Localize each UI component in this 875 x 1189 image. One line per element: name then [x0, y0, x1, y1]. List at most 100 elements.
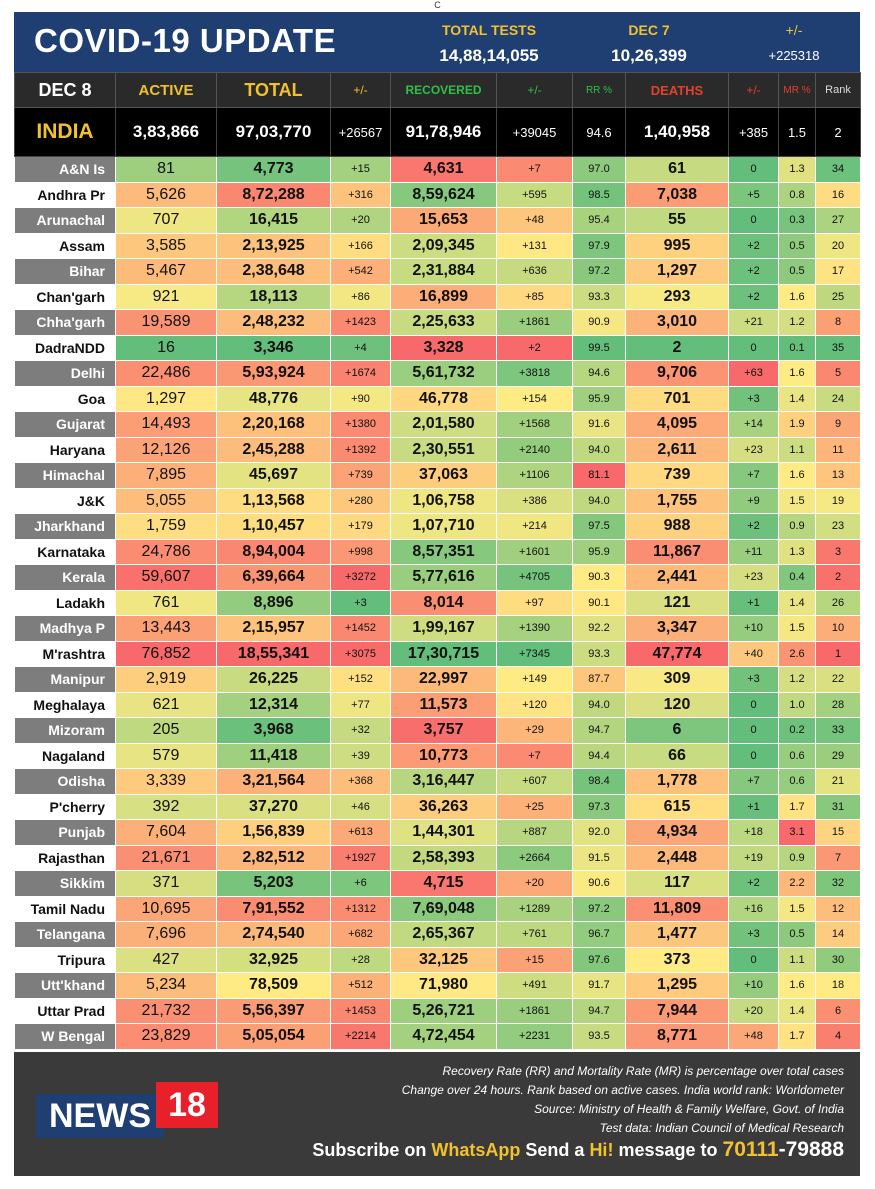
- cell-mr: 1.3: [778, 538, 816, 565]
- cell-total: 2,15,957: [216, 615, 331, 642]
- cell-rank: 20: [815, 232, 861, 259]
- cell-dc: +1: [728, 589, 779, 616]
- cell-rank: 19: [815, 487, 861, 514]
- cell-tc: +39: [330, 742, 391, 769]
- cell-tc: +368: [330, 768, 391, 795]
- cell-dc: +2: [728, 513, 779, 540]
- cell-deaths: 47,774: [625, 640, 729, 667]
- cell-mr: 1.5: [778, 615, 816, 642]
- cell-deaths: 7,038: [625, 181, 729, 208]
- cell-rank: 35: [815, 334, 861, 361]
- cell-rec: 36,263: [390, 793, 497, 820]
- cell-dc: +63: [728, 360, 779, 387]
- subscribe-suffix: message to: [618, 1140, 718, 1160]
- cell-dc: 0: [728, 156, 779, 183]
- cell-total: 2,74,540: [216, 921, 331, 948]
- india-recovered: 91,78,946: [390, 107, 497, 157]
- cell-rr: 90.1: [572, 589, 626, 616]
- table-row: Bihar 5,467 2,38,648 +542 2,31,884 +636 97.2 1,…: [14, 258, 861, 285]
- cell-rec: 10,773: [390, 742, 497, 769]
- cell-rec: 71,980: [390, 972, 497, 999]
- cell-mr: 1.5: [778, 487, 816, 514]
- india-row: INDIA 3,83,866 97,03,770 +26567 91,78,94…: [14, 107, 861, 157]
- cell-name: Odisha: [14, 768, 116, 795]
- cell-active: 392: [115, 793, 217, 820]
- cell-deaths: 293: [625, 283, 729, 310]
- cell-total: 5,203: [216, 870, 331, 897]
- cell-rec: 4,715: [390, 870, 497, 897]
- cell-rec: 1,07,710: [390, 513, 497, 540]
- cell-deaths: 2: [625, 334, 729, 361]
- cell-rc: +154: [496, 385, 573, 412]
- cell-tc: +166: [330, 232, 391, 259]
- table-row: J&K 5,055 1,13,568 +280 1,06,758 +386 94.0 1,75…: [14, 487, 861, 514]
- cell-name: Uttar Prad: [14, 997, 116, 1024]
- cell-total: 12,314: [216, 691, 331, 718]
- subscribe-prefix: Subscribe on: [312, 1140, 427, 1160]
- cell-active: 371: [115, 870, 217, 897]
- cell-rank: 15: [815, 819, 861, 846]
- cell-total: 18,113: [216, 283, 331, 310]
- cell-rr: 97.6: [572, 946, 626, 973]
- cell-name: Assam: [14, 232, 116, 259]
- cell-rank: 6: [815, 997, 861, 1024]
- cell-rr: 95.9: [572, 538, 626, 565]
- table-row: Assam 3,585 2,13,925 +166 2,09,345 +131 97.9 99…: [14, 232, 861, 259]
- cell-deaths: 1,477: [625, 921, 729, 948]
- cell-rec: 8,57,351: [390, 538, 497, 565]
- cell-name: Karnataka: [14, 538, 116, 565]
- cell-tc: +280: [330, 487, 391, 514]
- cell-tc: +20: [330, 207, 391, 234]
- cell-dc: 0: [728, 742, 779, 769]
- cell-deaths: 8,771: [625, 1023, 729, 1050]
- cell-active: 5,626: [115, 181, 217, 208]
- cell-rc: +48: [496, 207, 573, 234]
- cell-rr: 97.5: [572, 513, 626, 540]
- table-row: Gujarat 14,493 2,20,168 +1380 2,01,580 +1568 9…: [14, 411, 861, 438]
- cell-rr: 93.3: [572, 283, 626, 310]
- table-row: Nagaland 579 11,418 +39 10,773 +7 94.4 66 0 0.6 29: [14, 742, 861, 769]
- cell-deaths: 120: [625, 691, 729, 718]
- cell-mr: 1.2: [778, 666, 816, 693]
- cell-mr: 1.2: [778, 309, 816, 336]
- cell-rec: 8,59,624: [390, 181, 497, 208]
- cell-rank: 24: [815, 385, 861, 412]
- cell-mr: 1.4: [778, 589, 816, 616]
- table-row: A&N Is 81 4,773 +15 4,631 +7 97.0 61 0 1.3 34: [14, 156, 861, 183]
- cell-dc: +40: [728, 640, 779, 667]
- cell-rc: +2664: [496, 844, 573, 871]
- table-row: Tripura 427 32,925 +28 32,125 +15 97.6 373 0 1.1 3…: [14, 946, 861, 973]
- subscribe-word: Hi!: [589, 1140, 614, 1160]
- header-mr: MR %: [778, 72, 816, 108]
- cell-rec: 8,014: [390, 589, 497, 616]
- cell-rr: 94.7: [572, 717, 626, 744]
- cell-rank: 26: [815, 589, 861, 616]
- header-deaths-change: +/-: [728, 72, 779, 108]
- cell-tc: +90: [330, 385, 391, 412]
- cell-deaths: 1,755: [625, 487, 729, 514]
- cell-dc: +5: [728, 181, 779, 208]
- cell-rc: +97: [496, 589, 573, 616]
- cell-deaths: 1,297: [625, 258, 729, 285]
- cell-deaths: 9,706: [625, 360, 729, 387]
- cell-mr: 1.6: [778, 360, 816, 387]
- table-row: Mizoram 205 3,968 +32 3,757 +29 94.7 6 0 0.2 33: [14, 717, 861, 744]
- cell-rc: +15: [496, 946, 573, 973]
- page-title: COVID-19 UPDATE: [34, 22, 337, 59]
- cell-active: 14,493: [115, 411, 217, 438]
- cell-rec: 2,31,884: [390, 258, 497, 285]
- cell-rank: 9: [815, 411, 861, 438]
- cell-mr: 1.6: [778, 972, 816, 999]
- cell-rr: 98.5: [572, 181, 626, 208]
- cell-rec: 37,063: [390, 462, 497, 489]
- cell-active: 76,852: [115, 640, 217, 667]
- cell-rr: 92.0: [572, 819, 626, 846]
- cell-name: Rajasthan: [14, 844, 116, 871]
- table-header: DEC 8 ACTIVE TOTAL +/- RECOVERED +/- RR …: [14, 72, 861, 108]
- cell-active: 16: [115, 334, 217, 361]
- cell-name: Kerala: [14, 564, 116, 591]
- cell-rank: 16: [815, 181, 861, 208]
- cell-name: Punjab: [14, 819, 116, 846]
- cell-tc: +1392: [330, 436, 391, 463]
- cell-rc: +1289: [496, 895, 573, 922]
